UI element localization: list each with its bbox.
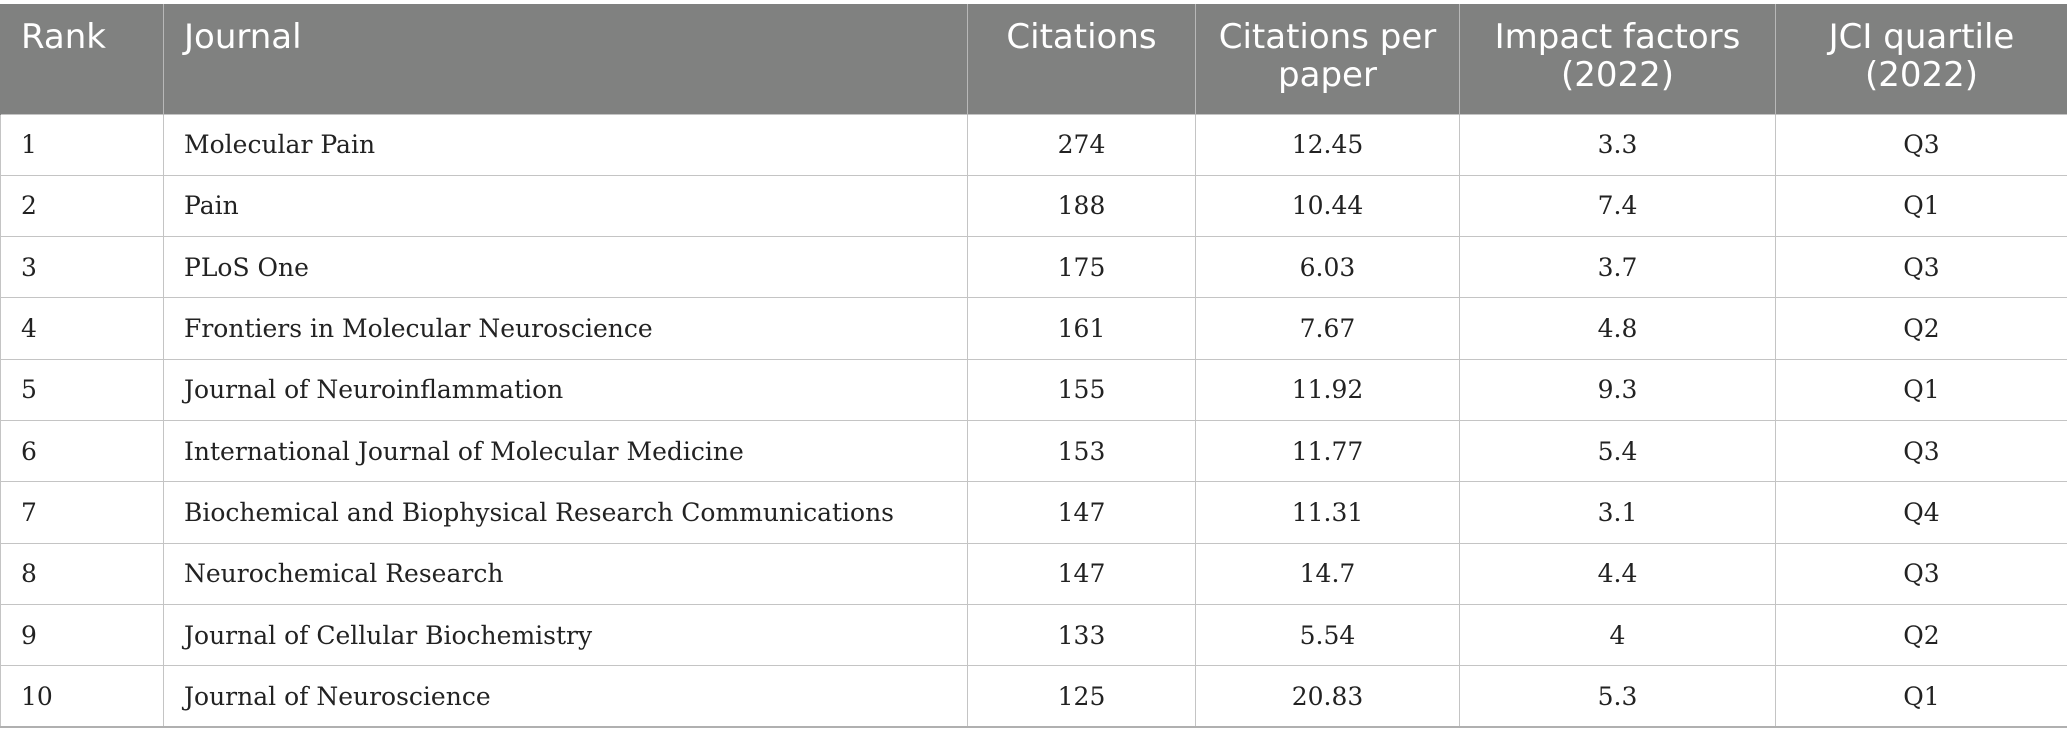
cell-journal: Journal of Neuroinflammation [163, 358, 968, 421]
cell-citations: 147 [967, 542, 1196, 605]
cell-citations-per-paper: 11.31 [1195, 481, 1460, 544]
cell-jci-quartile: Q3 [1775, 542, 2067, 605]
cell-impact-factor: 4.4 [1459, 542, 1776, 605]
table-row: 10 Journal of Neuroscience 125 20.83 5.3 Q1 [0, 665, 2067, 728]
cell-impact-factor: 5.3 [1459, 665, 1776, 728]
cell-journal: Frontiers in Molecular Neuroscience [163, 297, 968, 360]
cell-citations: 188 [967, 174, 1196, 238]
table-header: Rank Journal Citations Citations per pap… [0, 4, 2067, 114]
cell-citations-per-paper: 14.7 [1195, 542, 1460, 605]
header-citations-per-paper: Citations per paper [1195, 4, 1460, 114]
header-jci-quartile: JCI quartile (2022) [1775, 4, 2067, 114]
cell-citations-per-paper: 10.44 [1195, 174, 1460, 238]
table-row: 5 Journal of Neuroinflammation 155 11.92 9.3… [0, 358, 2067, 421]
table-row: 3 PLoS One 175 6.03 3.7 Q3 [0, 236, 2067, 299]
cell-citations: 155 [967, 358, 1196, 421]
cell-jci-quartile: Q4 [1775, 481, 2067, 544]
cell-citations: 153 [967, 419, 1196, 483]
cell-journal: Biochemical and Biophysical Research Com… [163, 481, 968, 544]
cell-jci-quartile: Q2 [1775, 603, 2067, 667]
cell-citations-per-paper: 11.77 [1195, 419, 1460, 483]
cell-citations-per-paper: 20.83 [1195, 665, 1460, 728]
cell-rank: 10 [0, 665, 164, 728]
cell-citations: 175 [967, 236, 1196, 299]
cell-citations: 133 [967, 603, 1196, 667]
cell-rank: 5 [0, 358, 164, 421]
cell-rank: 4 [0, 297, 164, 360]
cell-rank: 7 [0, 481, 164, 544]
cell-journal: Journal of Cellular Biochemistry [163, 603, 968, 667]
cell-impact-factor: 3.1 [1459, 481, 1776, 544]
cell-rank: 1 [0, 113, 164, 176]
cell-impact-factor: 4.8 [1459, 297, 1776, 360]
cell-rank: 9 [0, 603, 164, 667]
cell-impact-factor: 7.4 [1459, 174, 1776, 238]
cell-jci-quartile: Q3 [1775, 113, 2067, 176]
cell-jci-quartile: Q1 [1775, 665, 2067, 728]
cell-citations: 147 [967, 481, 1196, 544]
journal-citations-table: Rank Journal Citations Citations per pap… [0, 4, 2067, 728]
cell-journal: Pain [163, 174, 968, 238]
cell-impact-factor: 5.4 [1459, 419, 1776, 483]
table-row: 2 Pain 188 10.44 7.4 Q1 [0, 174, 2067, 238]
table-row: 6 International Journal of Molecular Medi… [0, 419, 2067, 483]
table-row: 1 Molecular Pain 274 12.45 3.3 Q3 [0, 113, 2067, 176]
cell-citations-per-paper: 6.03 [1195, 236, 1460, 299]
cell-jci-quartile: Q1 [1775, 358, 2067, 421]
table-row: 9 Journal of Cellular Biochemistry 133 5.54… [0, 603, 2067, 667]
table-row: 7 Biochemical and Biophysical Research Co… [0, 481, 2067, 544]
cell-citations-per-paper: 12.45 [1195, 113, 1460, 176]
cell-journal: PLoS One [163, 236, 968, 299]
cell-jci-quartile: Q2 [1775, 297, 2067, 360]
cell-jci-quartile: Q3 [1775, 236, 2067, 299]
cell-rank: 2 [0, 174, 164, 238]
cell-impact-factor: 4 [1459, 603, 1776, 667]
cell-rank: 3 [0, 236, 164, 299]
cell-citations-per-paper: 7.67 [1195, 297, 1460, 360]
cell-citations: 125 [967, 665, 1196, 728]
cell-citations: 161 [967, 297, 1196, 360]
cell-jci-quartile: Q1 [1775, 174, 2067, 238]
header-rank: Rank [0, 4, 164, 114]
table-row: 4 Frontiers in Molecular Neuroscience 161 7… [0, 297, 2067, 360]
table-body: 1 Molecular Pain 274 12.45 3.3 Q3 2 Pain 188 10.4… [0, 113, 2067, 728]
header-journal: Journal [163, 4, 968, 114]
cell-journal: Molecular Pain [163, 113, 968, 176]
header-impact-factors: Impact factors (2022) [1459, 4, 1776, 114]
header-citations: Citations [967, 4, 1196, 114]
header-row: Rank Journal Citations Citations per pap… [0, 4, 2067, 114]
cell-journal: International Journal of Molecular Medic… [163, 419, 968, 483]
cell-rank: 8 [0, 542, 164, 605]
cell-citations-per-paper: 5.54 [1195, 603, 1460, 667]
cell-impact-factor: 9.3 [1459, 358, 1776, 421]
cell-citations: 274 [967, 113, 1196, 176]
cell-citations-per-paper: 11.92 [1195, 358, 1460, 421]
table-row: 8 Neurochemical Research 147 14.7 4.4 Q3 [0, 542, 2067, 605]
cell-jci-quartile: Q3 [1775, 419, 2067, 483]
cell-journal: Journal of Neuroscience [163, 665, 968, 728]
journal-citations-table-container: Rank Journal Citations Citations per pap… [0, 4, 2067, 728]
cell-impact-factor: 3.3 [1459, 113, 1776, 176]
cell-impact-factor: 3.7 [1459, 236, 1776, 299]
cell-rank: 6 [0, 419, 164, 483]
cell-journal: Neurochemical Research [163, 542, 968, 605]
